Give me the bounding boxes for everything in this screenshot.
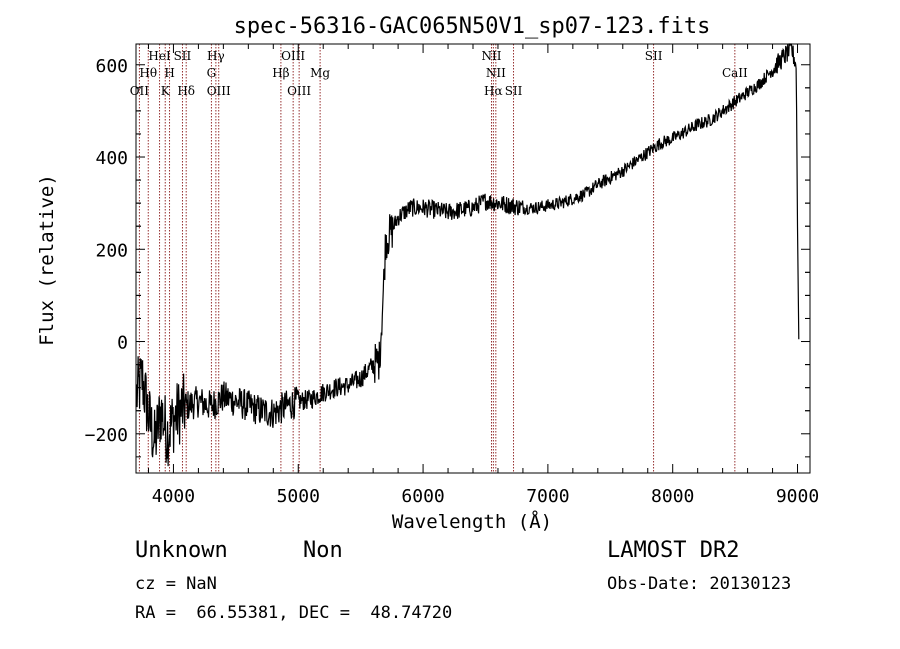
x-tick-label: 7000 — [526, 486, 569, 507]
line-label-0: OII — [130, 84, 150, 98]
y-axis-label: Flux (relative) — [36, 174, 58, 346]
x-tick-label: 5000 — [277, 486, 320, 507]
survey-label: LAMOST DR2 — [607, 538, 740, 563]
coordinates-label: RA = 66.55381, DEC = 48.74720 — [135, 603, 453, 623]
spectral-line-labels: OIIHθHeIKHSIIHδHγGOIIIHβOIIIOIIIMgNIINII… — [130, 49, 748, 98]
line-label-5: SII — [174, 49, 192, 63]
x-axis-label: Wavelength (Å) — [392, 510, 552, 533]
plot-frame — [135, 43, 811, 474]
x-tick-label: 4000 — [152, 486, 195, 507]
obs-date-label: Obs-Date: 20130123 — [607, 574, 792, 594]
line-label-17: SII — [505, 84, 523, 98]
y-tick-label: 400 — [95, 148, 128, 169]
line-label-13: Mg — [310, 66, 330, 80]
flux-series-line — [136, 43, 800, 467]
line-label-15: NII — [486, 66, 506, 80]
line-label-3: K — [161, 84, 171, 98]
x-tick-label: 9000 — [776, 486, 819, 507]
line-label-10: Hβ — [272, 66, 289, 80]
line-label-6: Hδ — [177, 84, 195, 98]
line-label-19: CaII — [722, 66, 748, 80]
line-label-9: OIII — [207, 84, 231, 98]
line-label-7: Hγ — [207, 49, 225, 63]
line-label-4: H — [164, 66, 174, 80]
subclass-label: Non — [303, 538, 343, 563]
line-label-8: G — [207, 66, 217, 80]
line-label-12: OIII — [287, 84, 311, 98]
line-label-1: Hθ — [139, 66, 157, 80]
line-label-2: HeI — [148, 49, 171, 63]
y-tick-label: 600 — [95, 56, 128, 77]
y-tick-label: 200 — [95, 240, 128, 261]
x-tick-label: 6000 — [401, 486, 444, 507]
redshift-label: cz = NaN — [135, 574, 217, 594]
y-axis-ticks: −200 0 200 400 600 — [85, 56, 810, 458]
spectral-line-markers — [138, 44, 736, 473]
y-tick-label: −200 — [85, 425, 128, 446]
x-tick-label: 8000 — [651, 486, 694, 507]
line-label-18: SII — [645, 49, 663, 63]
line-label-11: OIII — [281, 49, 305, 63]
classification-label: Unknown — [135, 538, 228, 563]
x-axis-ticks: 4000 5000 6000 7000 8000 9000 — [147, 44, 819, 507]
y-tick-label: 0 — [117, 333, 128, 354]
line-label-14: NII — [481, 49, 501, 63]
line-label-16: Hα — [484, 84, 503, 98]
chart-title: spec-56316-GAC065N50V1_sp07-123.fits — [234, 14, 711, 39]
